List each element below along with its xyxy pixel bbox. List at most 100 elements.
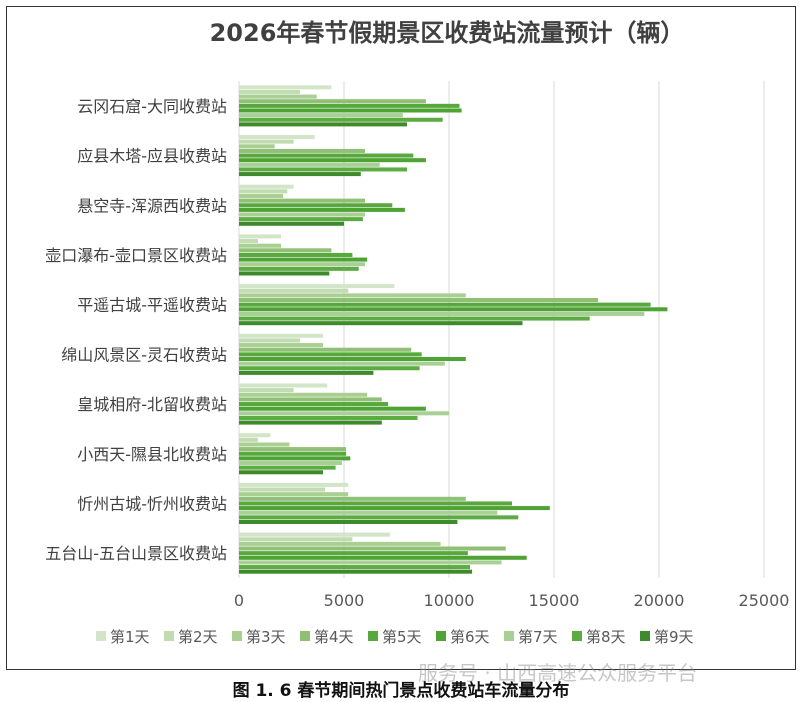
bar: [239, 117, 443, 122]
bar: [239, 370, 374, 375]
bar: [239, 172, 361, 177]
bar: [239, 257, 368, 262]
bar: [239, 420, 382, 425]
bar: [239, 89, 300, 94]
bar: [239, 271, 330, 276]
category-label: 壶口瀑布-壶口景区收费站: [45, 246, 227, 265]
bar: [239, 184, 294, 189]
figure-caption: 图 1. 6 春节期间热门景点收费站车流量分布: [232, 681, 570, 701]
bar: [239, 397, 382, 402]
bar: [239, 366, 420, 371]
legend-swatch: [164, 631, 174, 641]
category-label: 绵山风景区-灵石收费站: [61, 345, 227, 364]
legend-label: 第8天: [586, 628, 626, 646]
bar: [239, 515, 519, 520]
bar: [239, 506, 550, 511]
legend-label: 第4天: [314, 628, 354, 646]
category-labels: 云冈石窟-大同收费站应县木塔-应县收费站悬空寺-浑源西收费站壶口瀑布-壶口景区收…: [45, 97, 227, 563]
bar: [239, 307, 668, 312]
bar: [239, 144, 275, 149]
legend-swatch: [436, 631, 446, 641]
bar: [239, 248, 332, 253]
legend-swatch: [504, 631, 514, 641]
legend-label: 第6天: [450, 628, 490, 646]
bar: [239, 537, 353, 542]
bar: [239, 266, 359, 271]
legend-swatch: [640, 631, 650, 641]
bar: [239, 565, 470, 570]
legend-label: 第1天: [110, 628, 150, 646]
bar: [239, 546, 506, 551]
bar: [239, 94, 317, 99]
bar: [239, 103, 460, 108]
bar: [239, 207, 405, 212]
bar: [239, 302, 651, 307]
legend-label: 第5天: [382, 628, 422, 646]
bar: [239, 541, 441, 546]
bar: [239, 447, 347, 452]
legend-label: 第2天: [178, 628, 218, 646]
bar: [239, 388, 294, 393]
category-label: 忻州古城-忻州收费站: [77, 494, 227, 513]
bar: [239, 383, 328, 388]
bar: [239, 221, 344, 226]
bar: [239, 347, 412, 352]
bar: [239, 167, 407, 172]
bar: [239, 99, 426, 104]
bar: [239, 470, 323, 475]
category-label: 云冈石窟-大同收费站: [77, 97, 227, 116]
bar: [239, 316, 590, 321]
category-label: 小西天-隰县北收费站: [77, 445, 227, 464]
bar: [239, 482, 349, 487]
category-label: 应县木塔-应县收费站: [77, 147, 227, 166]
bar: [239, 343, 323, 348]
bar: [239, 139, 294, 144]
bar: [239, 361, 445, 366]
bar: [239, 433, 271, 438]
bar: [239, 288, 349, 293]
legend-swatch: [572, 631, 582, 641]
x-tick-label: 10000: [424, 591, 475, 610]
bar: [239, 321, 523, 326]
x-tick-label: 25000: [739, 591, 790, 610]
legend: 第1天 第2天 第3天 第4天 第5天 第6天 第7天 第8天 第9天: [96, 628, 694, 646]
bars: [239, 85, 668, 574]
legend-label: 第9天: [654, 628, 694, 646]
bar: [239, 356, 466, 361]
bar: [239, 135, 315, 140]
bar: [239, 437, 258, 442]
bar: [239, 108, 462, 113]
bar: [239, 519, 458, 524]
bar: [239, 85, 332, 90]
category-label: 平遥古城-平遥收费站: [77, 296, 227, 315]
bar: [239, 284, 395, 289]
bar: [239, 203, 393, 208]
bar: [239, 487, 326, 492]
bar: [239, 148, 365, 153]
category-label: 皇城相府-北留收费站: [77, 395, 227, 414]
bar: [239, 465, 336, 470]
legend-label: 第7天: [518, 628, 558, 646]
legend-swatch: [96, 631, 106, 641]
bar: [239, 158, 426, 163]
x-tick-label: 0: [234, 591, 244, 610]
bar: [239, 122, 407, 127]
bar: [239, 311, 645, 316]
category-label: 五台山-五台山景区收费站: [45, 544, 227, 563]
bar: [239, 252, 353, 257]
bar: [239, 338, 300, 343]
bar: [239, 392, 368, 397]
bar: [239, 461, 342, 466]
bar: [239, 501, 512, 506]
bar: [239, 555, 527, 560]
legend-swatch: [368, 631, 378, 641]
bar: [239, 234, 281, 239]
legend-swatch: [232, 631, 242, 641]
bar: [239, 406, 426, 411]
legend-label: 第3天: [246, 628, 286, 646]
bar: [239, 193, 284, 198]
bar: [239, 113, 403, 118]
bar: [239, 510, 498, 515]
x-tick-label: 5000: [324, 591, 365, 610]
